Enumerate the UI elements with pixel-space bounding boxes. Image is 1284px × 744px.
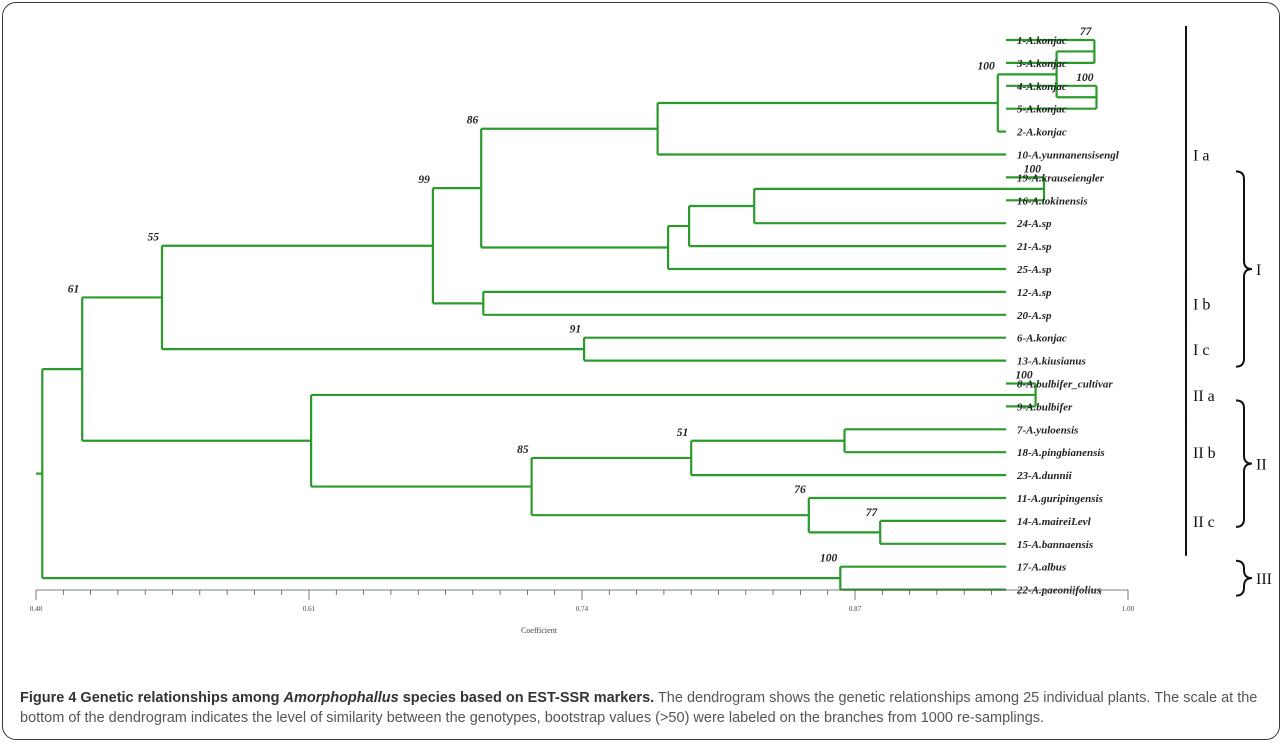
leaf-label: 24-A.sp	[1016, 218, 1052, 230]
bootstrap-value: 77	[1080, 26, 1093, 38]
bootstrap-value: 55	[148, 232, 160, 244]
branches	[36, 38, 1098, 591]
axis-tick-label: 0.48	[30, 605, 43, 613]
leaf-label: 17-A.albus	[1017, 562, 1066, 574]
leaf-label: 8-A.bulbifer_cultivar	[1017, 379, 1113, 391]
axis-label: Coefficient	[521, 626, 558, 635]
bootstrap-value: 99	[418, 174, 430, 186]
leaf-label: 16-A.tokinensis	[1017, 195, 1088, 207]
bootstrap-value: 51	[677, 427, 689, 439]
leaf-label: 9-A.bulbifer	[1017, 401, 1073, 413]
dendrogram: 77 100 100 100 86 99 91 55 100 51 77 76 85 61 100 1-A.…	[30, 26, 1272, 635]
leaf-label: 22-A.paeoniifolius	[1016, 585, 1101, 597]
leaf-label: 1-A.konjac	[1017, 35, 1067, 47]
leaf-label: 18-A.pingbianensis	[1017, 447, 1105, 459]
leaf-label: 2-A.konjac	[1016, 127, 1067, 139]
bootstrap-value: 100	[1024, 163, 1042, 175]
major-group-label: II	[1256, 457, 1267, 474]
leaf-label: 4-A.konjac	[1016, 81, 1067, 93]
leaf-label: 13-A.kiusianus	[1017, 356, 1086, 368]
leaf-label: 20-A.sp	[1016, 310, 1052, 322]
bootstrap-value: 91	[570, 324, 582, 336]
bootstrap-value: 100	[1076, 72, 1094, 84]
leaf-label: 3-A.konjac	[1016, 58, 1067, 70]
figure-caption: Figure 4 Genetic relationships among Amo…	[20, 688, 1264, 728]
axis-tick-label: 1.00	[1122, 605, 1135, 613]
subgroup-label: II a	[1193, 388, 1215, 405]
leaf-label: 23-A.dunnii	[1016, 470, 1073, 482]
axis-tick-label: 0.74	[576, 605, 589, 613]
caption-title-a: Figure 4 Genetic relationships among	[20, 690, 284, 706]
bootstrap-labels: 77 100 100 100 86 99 91 55 100 51 77 76 85 61 100	[68, 26, 1094, 565]
leaf-label: 19-A.krauseiengler	[1017, 172, 1105, 184]
major-group-brace	[1235, 170, 1253, 368]
leaf-labels: 1-A.konjac 3-A.konjac 4-A.konjac 5-A.konjac…	[1016, 35, 1120, 597]
bootstrap-value: 77	[866, 507, 879, 519]
axis-tick-label: 0.87	[849, 605, 862, 613]
bootstrap-value: 85	[517, 444, 529, 456]
bootstrap-value: 100	[820, 553, 838, 565]
leaf-label: 5-A.konjac	[1017, 104, 1067, 116]
subgroup-label: I a	[1193, 148, 1209, 165]
subgroup-label: II b	[1193, 445, 1216, 462]
leaf-label: 21-A.sp	[1016, 241, 1052, 253]
subgroup-label: II c	[1193, 514, 1215, 531]
major-group-brace	[1235, 559, 1253, 597]
leaf-label: 15-A.bannaensis	[1017, 539, 1093, 551]
subgroup-label: I c	[1193, 342, 1209, 359]
bootstrap-value: 100	[978, 60, 996, 72]
caption-title-b: species based on EST-SSR markers.	[398, 690, 655, 706]
bootstrap-value: 100	[1015, 370, 1033, 382]
leaf-label: 10-A.yunnanensisengl	[1017, 150, 1120, 162]
subgroup-label: I b	[1193, 296, 1210, 313]
bootstrap-value: 86	[467, 115, 479, 127]
caption-title-genus: Amorphophallus	[283, 690, 399, 706]
axis-tick-label: 0.61	[303, 605, 316, 613]
caption-body: The dendrogram shows the genetic relatio…	[20, 690, 1258, 726]
similarity-axis: 0.48 0.61 0.74 0.87 1.00 Coefficient	[30, 589, 1135, 635]
leaf-label: 12-A.sp	[1017, 287, 1052, 299]
leaf-label: 6-A.konjac	[1017, 333, 1067, 345]
bootstrap-value: 76	[794, 484, 806, 496]
major-group-label: III	[1256, 571, 1272, 588]
major-group-brace	[1235, 399, 1253, 528]
leaf-label: 25-A.sp	[1016, 264, 1052, 276]
leaf-label: 7-A.yuloensis	[1017, 424, 1078, 436]
bootstrap-value: 61	[68, 283, 80, 295]
major-group-label: I	[1256, 262, 1261, 279]
leaf-label: 14-A.maireiLevl	[1017, 516, 1092, 528]
leaf-label: 11-A.guripingensis	[1017, 493, 1103, 505]
